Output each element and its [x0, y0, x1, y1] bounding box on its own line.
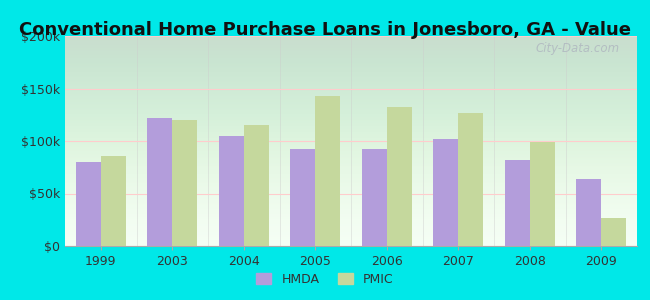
Bar — [361, 149, 387, 246]
Bar — [530, 142, 554, 246]
Bar — [147, 118, 172, 246]
Bar — [458, 113, 483, 246]
Bar — [315, 96, 341, 246]
Bar — [601, 218, 626, 246]
Bar — [290, 149, 315, 246]
Bar — [75, 162, 101, 246]
Bar — [172, 120, 198, 246]
Legend: HMDA, PMIC: HMDA, PMIC — [252, 268, 398, 291]
Bar — [244, 125, 269, 246]
Bar — [577, 179, 601, 246]
Bar — [101, 156, 126, 246]
Text: City-Data.com: City-Data.com — [536, 42, 620, 55]
Bar — [505, 160, 530, 246]
Bar — [218, 136, 244, 246]
Text: Conventional Home Purchase Loans in Jonesboro, GA - Value: Conventional Home Purchase Loans in Jone… — [19, 21, 631, 39]
Bar — [433, 139, 458, 246]
Bar — [387, 107, 412, 246]
